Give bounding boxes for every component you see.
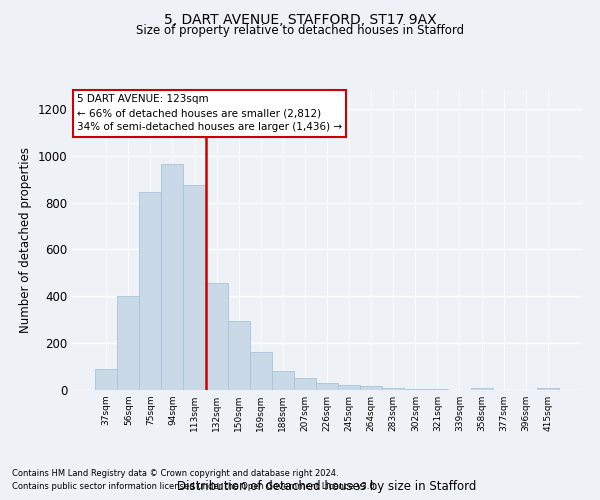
Bar: [139, 192, 161, 390]
Bar: [227, 321, 250, 390]
Text: 5, DART AVENUE, STAFFORD, ST17 9AX: 5, DART AVENUE, STAFFORD, ST17 9AX: [164, 12, 436, 26]
Bar: [250, 352, 272, 390]
Bar: [272, 371, 294, 390]
X-axis label: Distribution of detached houses by size in Stafford: Distribution of detached houses by size …: [178, 480, 476, 493]
Bar: [338, 386, 360, 390]
Bar: [95, 369, 117, 390]
Bar: [316, 383, 338, 390]
Text: Size of property relative to detached houses in Stafford: Size of property relative to detached ho…: [136, 24, 464, 37]
Bar: [161, 164, 184, 390]
Bar: [294, 378, 316, 390]
Bar: [206, 284, 227, 390]
Y-axis label: Number of detached properties: Number of detached properties: [19, 147, 32, 333]
Bar: [404, 389, 427, 390]
Bar: [117, 296, 139, 390]
Bar: [382, 388, 404, 390]
Text: 5 DART AVENUE: 123sqm
← 66% of detached houses are smaller (2,812)
34% of semi-d: 5 DART AVENUE: 123sqm ← 66% of detached …: [77, 94, 342, 132]
Text: Contains public sector information licensed under the Open Government Licence v3: Contains public sector information licen…: [12, 482, 377, 491]
Bar: [427, 389, 448, 390]
Bar: [470, 388, 493, 390]
Text: Contains HM Land Registry data © Crown copyright and database right 2024.: Contains HM Land Registry data © Crown c…: [12, 468, 338, 477]
Bar: [360, 386, 382, 390]
Bar: [184, 185, 206, 390]
Bar: [537, 388, 559, 390]
